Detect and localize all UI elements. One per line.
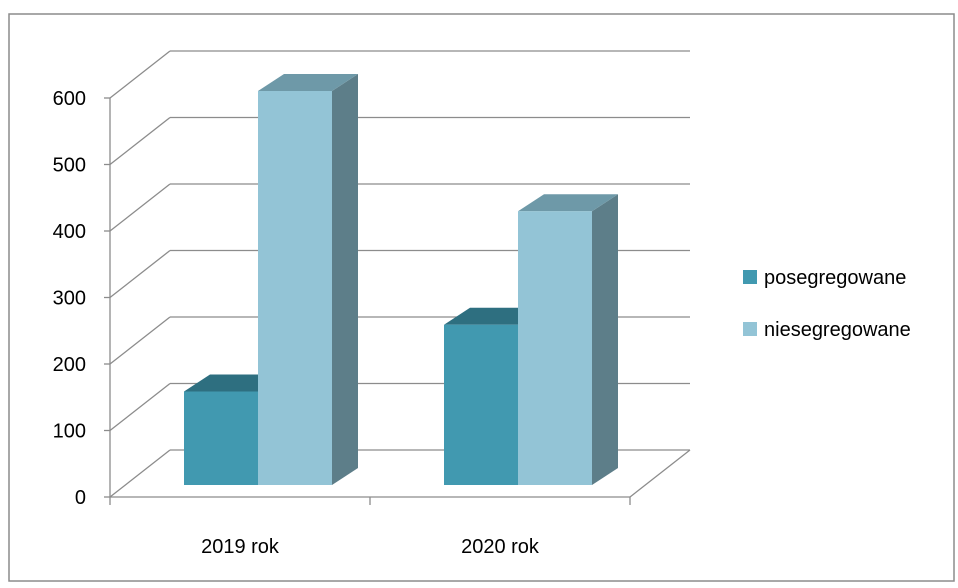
- legend-label: niesegregowane: [764, 319, 911, 341]
- chart-frame: [8, 13, 955, 582]
- gridline-diagonal: [109, 449, 171, 498]
- legend-item: niesegregowane: [743, 319, 911, 341]
- bar-front-face: [518, 211, 592, 486]
- y-tick-label: 600: [53, 88, 86, 110]
- legend-item: posegregowane: [743, 267, 906, 289]
- gridline-diagonal: [109, 50, 171, 99]
- gridline-diagonal: [109, 316, 171, 365]
- x-tick-label: 2019 rok: [201, 536, 280, 558]
- bar-front-face: [258, 91, 332, 485]
- y-tick-label: 400: [53, 221, 86, 243]
- bar-niesegregowane-1: [518, 194, 618, 486]
- y-tick-label: 0: [75, 487, 86, 509]
- gridline-diagonal: [109, 116, 171, 166]
- bar-front-face: [444, 324, 518, 485]
- gridline-diagonal: [109, 249, 171, 299]
- bar-niesegregowane-0: [258, 74, 358, 485]
- y-tick-label: 100: [53, 421, 86, 443]
- bar-top-face: [258, 74, 358, 91]
- bar-top-face: [518, 194, 618, 212]
- y-tick-label: 300: [53, 288, 86, 310]
- legend-label: posegregowane: [764, 267, 906, 289]
- bar-side-face: [592, 194, 618, 486]
- bar-front-face: [184, 391, 258, 485]
- y-tick-label: 500: [53, 155, 86, 177]
- floor-edge: [629, 449, 691, 498]
- bar-layer: [184, 74, 618, 486]
- y-tick-label: 200: [53, 354, 86, 376]
- legend: posegregowane niesegregowane: [743, 267, 911, 341]
- legend-swatch: [743, 270, 757, 284]
- axis-layer: 0 100 200 300 400 500 600 2019 rok 2020 rok: [53, 88, 631, 558]
- legend-swatch: [743, 322, 757, 336]
- gridline-diagonal: [109, 382, 171, 432]
- x-tick-label: 2020 rok: [461, 536, 540, 558]
- grid-layer: [109, 50, 691, 498]
- bar-side-face: [332, 74, 358, 485]
- gridline-diagonal: [109, 183, 171, 232]
